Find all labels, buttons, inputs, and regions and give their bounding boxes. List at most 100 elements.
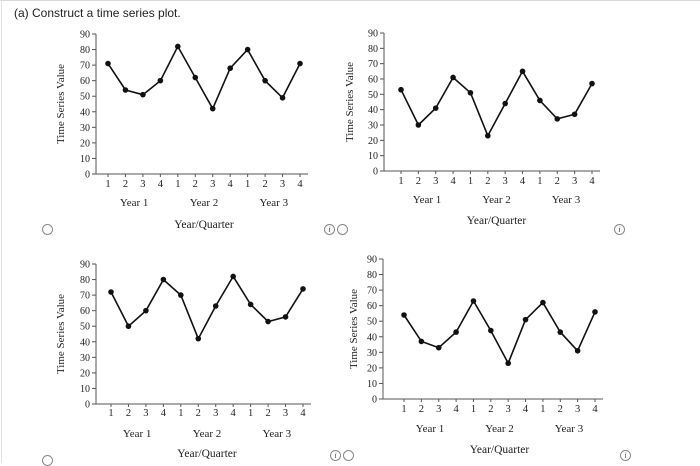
y-tick-label: 40 bbox=[80, 337, 90, 348]
data-point bbox=[467, 90, 474, 96]
x-axis-label: Year/Quarter bbox=[470, 444, 530, 456]
data-point bbox=[505, 360, 511, 367]
data-point bbox=[557, 329, 564, 335]
series-line bbox=[110, 274, 304, 341]
top-divider bbox=[0, 0, 700, 1]
y-tick-label: 20 bbox=[80, 368, 90, 379]
x-tick-label: 3 bbox=[506, 404, 511, 415]
x-tick-label: 2 bbox=[485, 176, 490, 187]
y-tick-label: 40 bbox=[367, 332, 377, 343]
year-label: Year 2 bbox=[193, 428, 222, 440]
y-tick-label: 80 bbox=[368, 44, 378, 55]
x-tick-label: 2 bbox=[558, 404, 563, 415]
x-tick-label: 4 bbox=[297, 179, 303, 190]
y-tick-label: 70 bbox=[368, 59, 378, 70]
y-tick-label: 10 bbox=[368, 151, 378, 162]
x-tick-label: 4 bbox=[231, 408, 237, 419]
option-c-info-icon[interactable]: i bbox=[330, 450, 341, 461]
x-tick-label: 4 bbox=[520, 176, 526, 187]
data-point bbox=[175, 43, 181, 50]
x-tick-label: 1 bbox=[398, 176, 403, 187]
series-line bbox=[400, 69, 593, 138]
option-a-info-icon[interactable]: i bbox=[324, 224, 335, 235]
y-tick-label: 50 bbox=[80, 92, 90, 103]
data-point bbox=[592, 309, 598, 315]
x-tick-label: 4 bbox=[589, 176, 595, 187]
data-point bbox=[195, 335, 202, 342]
data-point bbox=[488, 327, 494, 334]
data-point bbox=[522, 316, 529, 323]
x-tick-label: 2 bbox=[555, 176, 560, 187]
y-tick-label: 0 bbox=[373, 167, 378, 178]
y-tick-label: 60 bbox=[367, 301, 377, 312]
y-tick-label: 80 bbox=[80, 275, 90, 286]
data-point bbox=[300, 286, 306, 292]
data-point bbox=[192, 74, 199, 81]
y-tick-label: 30 bbox=[368, 121, 378, 132]
y-tick-label: 10 bbox=[80, 154, 90, 165]
x-tick-label: 1 bbox=[178, 408, 183, 419]
x-tick-label: 4 bbox=[450, 176, 456, 187]
data-point bbox=[297, 60, 303, 67]
data-point bbox=[247, 301, 254, 308]
year-label: Year 1 bbox=[416, 423, 445, 435]
data-point bbox=[227, 65, 233, 72]
x-tick-label: 1 bbox=[401, 404, 406, 415]
option-b-radio[interactable] bbox=[337, 224, 348, 235]
y-tick-label: 50 bbox=[368, 90, 378, 101]
year-label: Year 3 bbox=[260, 197, 289, 209]
y-tick-label: 90 bbox=[80, 260, 90, 271]
year-label: Year 1 bbox=[413, 194, 442, 206]
y-tick-label: 60 bbox=[80, 76, 90, 87]
data-point bbox=[122, 87, 129, 93]
data-point bbox=[432, 105, 439, 111]
y-tick-label: 70 bbox=[80, 291, 90, 302]
y-tick-label: 90 bbox=[367, 255, 377, 266]
x-tick-label: 3 bbox=[572, 176, 577, 187]
data-point bbox=[571, 111, 578, 118]
y-axis-label: Time Series Value bbox=[344, 62, 356, 142]
x-axis-label: Year/Quarter bbox=[177, 448, 237, 460]
data-point bbox=[453, 329, 459, 335]
y-tick-label: 60 bbox=[80, 306, 90, 317]
y-axis-label: Time Series Value bbox=[55, 64, 67, 144]
x-tick-label: 1 bbox=[108, 408, 113, 419]
data-point bbox=[157, 77, 164, 84]
y-tick-label: 60 bbox=[368, 75, 378, 86]
x-tick-label: 1 bbox=[105, 179, 110, 190]
x-axis-label: Year/Quarter bbox=[174, 219, 234, 231]
option-d-info-icon[interactable]: i bbox=[620, 450, 631, 461]
year-label: Year 2 bbox=[485, 423, 514, 435]
year-label: Year 3 bbox=[555, 423, 584, 435]
option-b-info-icon[interactable]: i bbox=[614, 224, 625, 235]
data-point bbox=[540, 299, 546, 306]
data-point bbox=[140, 91, 146, 98]
y-tick-label: 80 bbox=[367, 270, 377, 281]
option-d-radio[interactable] bbox=[343, 450, 354, 461]
y-tick-label: 0 bbox=[372, 395, 377, 406]
y-tick-label: 90 bbox=[368, 29, 378, 40]
x-tick-label: 3 bbox=[280, 179, 285, 190]
year-label: Year 1 bbox=[120, 197, 149, 209]
x-tick-label: 3 bbox=[210, 179, 215, 190]
x-tick-label: 1 bbox=[248, 408, 253, 419]
x-tick-label: 2 bbox=[265, 408, 270, 419]
y-tick-label: 70 bbox=[367, 286, 377, 297]
y-tick-label: 50 bbox=[80, 322, 90, 333]
x-tick-label: 4 bbox=[158, 179, 164, 190]
option-a-radio[interactable] bbox=[42, 224, 53, 235]
x-tick-label: 4 bbox=[592, 404, 598, 415]
data-point bbox=[209, 105, 216, 112]
data-point bbox=[485, 132, 491, 139]
option-c-radio[interactable] bbox=[42, 455, 53, 466]
data-point bbox=[108, 289, 114, 295]
data-point bbox=[160, 276, 167, 283]
x-tick-label: 1 bbox=[471, 404, 476, 415]
x-tick-label: 2 bbox=[416, 176, 421, 187]
x-tick-label: 4 bbox=[228, 179, 234, 190]
data-point bbox=[537, 97, 543, 104]
x-tick-label: 3 bbox=[143, 408, 148, 419]
question-title: (a) Construct a time series plot. bbox=[14, 6, 181, 20]
data-point bbox=[178, 292, 184, 298]
y-axis-label: Time Series Value bbox=[55, 294, 67, 374]
